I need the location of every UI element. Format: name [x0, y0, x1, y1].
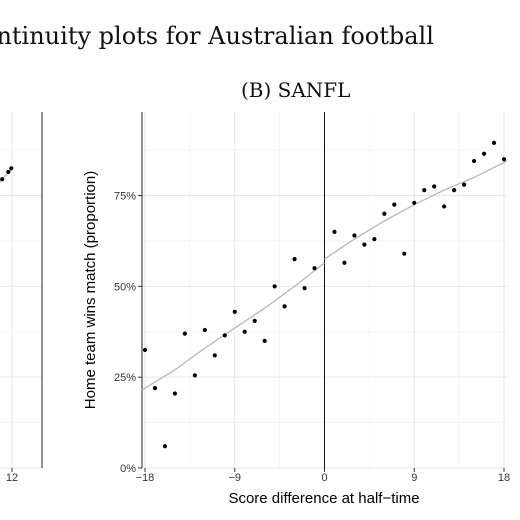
left-panel-background [0, 112, 42, 468]
panel-b-y-ticks: 0% 25% 50% 75% [114, 191, 142, 475]
data-point [312, 266, 317, 271]
left-data-point [6, 169, 11, 175]
data-point [471, 158, 477, 164]
fit-line-left [141, 262, 325, 391]
data-point [262, 338, 267, 343]
data-point [222, 333, 227, 338]
y-tick-label: 0% [120, 463, 136, 475]
y-tick-label: 75% [114, 191, 136, 203]
data-point [362, 242, 367, 247]
data-point [172, 391, 178, 396]
data-point [142, 347, 148, 353]
data-point [182, 331, 187, 336]
data-point [292, 257, 297, 262]
data-point [242, 329, 247, 334]
data-point [432, 184, 437, 189]
data-point [232, 309, 237, 314]
data-point [352, 233, 357, 238]
data-point [501, 157, 507, 162]
data-point [202, 327, 207, 333]
y-tick-label: 25% [114, 372, 136, 384]
x-tick-label: 9 [411, 472, 417, 484]
left-panel-fit-line [0, 167, 13, 183]
panel-b-title: (B) SANFL [241, 78, 351, 102]
left-panel: 12 [0, 112, 43, 484]
data-point [491, 140, 497, 145]
data-point [272, 284, 277, 289]
left-data-point [9, 166, 14, 171]
data-point [372, 237, 377, 242]
x-tick-label: −18 [136, 472, 155, 484]
data-point [162, 444, 168, 449]
data-point [212, 353, 217, 358]
x-tick-label: 0 [321, 472, 327, 484]
y-tick-label: 50% [114, 281, 136, 293]
data-point [452, 188, 457, 193]
data-point [412, 200, 417, 205]
data-point [282, 304, 287, 309]
panel-b-points [142, 140, 507, 449]
left-fit-line [0, 167, 13, 183]
data-point [382, 211, 387, 216]
data-point [462, 182, 467, 187]
y-axis-label: Home team wins match (proportion) [82, 171, 99, 409]
data-point [422, 188, 427, 193]
panel-b-x-ticks: −18 −9 0 9 18 [136, 468, 510, 484]
panel-b: −18 −9 0 9 18 0% 25% 50% 75% Score difference a… [82, 112, 510, 507]
left-data-point [0, 177, 5, 182]
data-point [392, 202, 397, 207]
data-point [252, 318, 257, 323]
left-panel-points [0, 166, 14, 182]
data-point [302, 286, 307, 291]
left-panel-grid [0, 112, 42, 469]
x-tick-label: −9 [228, 472, 241, 484]
data-point [402, 251, 407, 256]
x-axis-label: Score difference at half−time [228, 490, 419, 507]
data-point [192, 373, 197, 378]
data-point [332, 229, 337, 234]
data-point [152, 385, 158, 391]
x-tick-label: 18 [498, 472, 510, 484]
left-x-tick-label: 12 [6, 472, 18, 484]
data-point [342, 260, 347, 265]
data-point [481, 151, 487, 156]
data-point [442, 204, 447, 209]
figure-title: ontinuity plots for Australian football [0, 22, 434, 50]
